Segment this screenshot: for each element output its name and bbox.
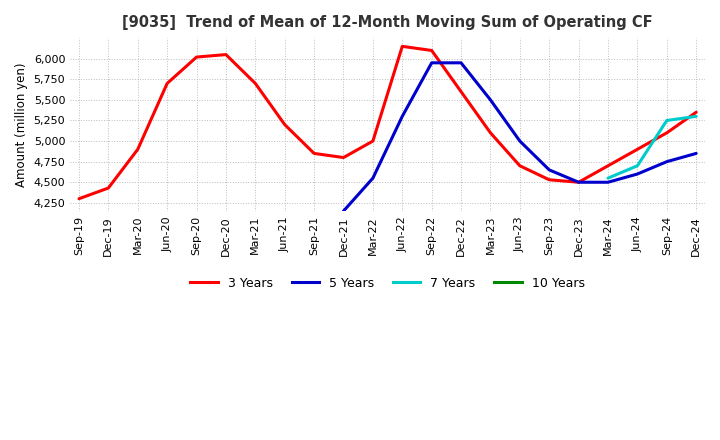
3 Years: [163, 81, 171, 86]
3 Years: [104, 185, 113, 191]
3 Years: [486, 130, 495, 136]
7 Years: [633, 163, 642, 169]
5 Years: [339, 209, 348, 214]
5 Years: [633, 171, 642, 176]
3 Years: [662, 130, 671, 136]
3 Years: [339, 155, 348, 160]
Title: [9035]  Trend of Mean of 12-Month Moving Sum of Operating CF: [9035] Trend of Mean of 12-Month Moving …: [122, 15, 653, 30]
Line: 3 Years: 3 Years: [79, 46, 696, 199]
5 Years: [428, 60, 436, 66]
3 Years: [692, 110, 701, 115]
3 Years: [222, 52, 230, 57]
3 Years: [369, 139, 377, 144]
3 Years: [575, 180, 583, 185]
5 Years: [662, 159, 671, 164]
3 Years: [516, 163, 524, 169]
7 Years: [603, 176, 612, 181]
3 Years: [603, 163, 612, 169]
3 Years: [633, 147, 642, 152]
3 Years: [133, 147, 142, 152]
7 Years: [692, 114, 701, 119]
5 Years: [456, 60, 465, 66]
5 Years: [575, 180, 583, 185]
3 Years: [251, 81, 260, 86]
3 Years: [456, 89, 465, 94]
3 Years: [398, 44, 407, 49]
3 Years: [280, 122, 289, 127]
5 Years: [486, 97, 495, 103]
3 Years: [310, 151, 318, 156]
3 Years: [428, 48, 436, 53]
3 Years: [75, 196, 84, 202]
Line: 5 Years: 5 Years: [343, 63, 696, 211]
5 Years: [369, 176, 377, 181]
3 Years: [192, 55, 201, 60]
Line: 7 Years: 7 Years: [608, 116, 696, 178]
Legend: 3 Years, 5 Years, 7 Years, 10 Years: 3 Years, 5 Years, 7 Years, 10 Years: [185, 272, 590, 295]
5 Years: [603, 180, 612, 185]
7 Years: [662, 118, 671, 123]
5 Years: [516, 139, 524, 144]
5 Years: [692, 151, 701, 156]
5 Years: [545, 167, 554, 172]
Y-axis label: Amount (million yen): Amount (million yen): [15, 62, 28, 187]
3 Years: [545, 177, 554, 183]
5 Years: [398, 114, 407, 119]
